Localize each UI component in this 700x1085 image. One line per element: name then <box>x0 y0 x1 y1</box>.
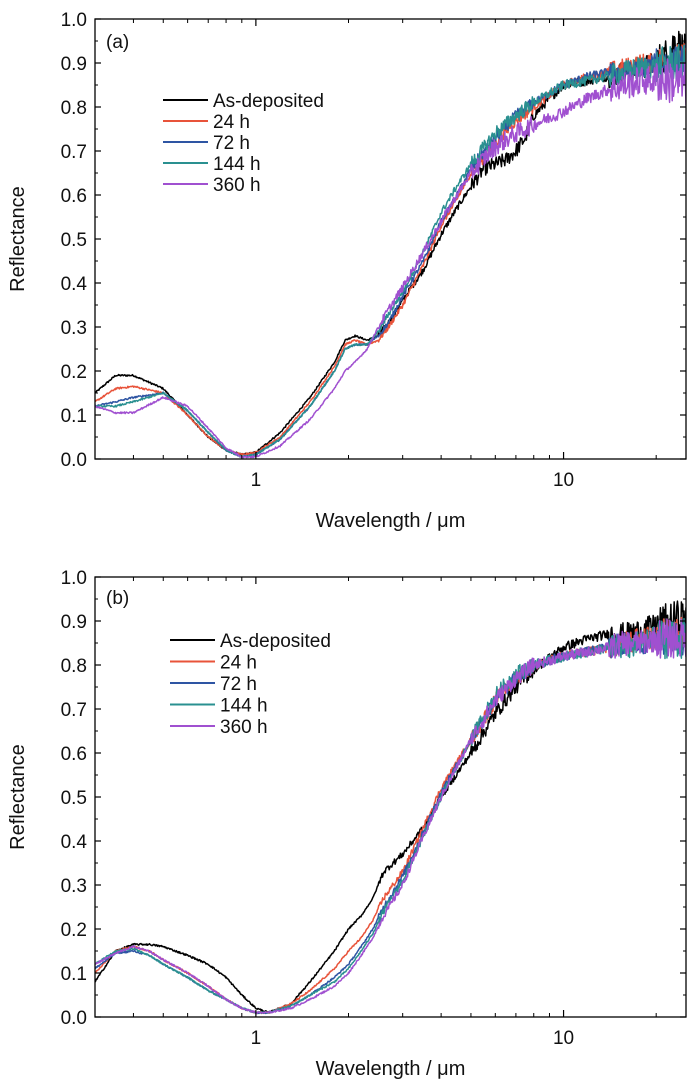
series-line-72-h <box>95 43 686 458</box>
series-lines <box>95 600 686 1015</box>
y-tick-label: 0.2 <box>61 920 87 941</box>
series-line-as-deposited <box>95 600 686 1014</box>
plot-frame <box>94 18 687 460</box>
x-axis-label: Wavelength / μm <box>316 1058 466 1080</box>
legend-label: As-deposited <box>220 631 331 652</box>
y-tick-label: 0.7 <box>61 142 87 163</box>
series-lines <box>95 30 686 459</box>
y-tick-label: 1.0 <box>61 10 87 31</box>
legend-label: 360 h <box>213 175 261 196</box>
y-tick-label: 0.1 <box>61 406 87 427</box>
panel-label: (a) <box>106 32 129 53</box>
y-axis-label: Reflectance <box>7 186 29 292</box>
y-tick-label: 0.8 <box>61 98 87 119</box>
y-tick-label: 0.9 <box>61 612 87 633</box>
legend-label: 72 h <box>213 133 250 154</box>
legend-label: 144 h <box>220 696 268 717</box>
y-tick-label: 0.8 <box>61 656 87 677</box>
legend-label: As-deposited <box>213 91 324 112</box>
series-line-144-h <box>95 43 686 459</box>
y-tick-label: 1.0 <box>61 568 87 589</box>
x-tick-label: 1 <box>251 1028 262 1049</box>
y-tick-label: 0.1 <box>61 964 87 985</box>
chart-panel-a: 0.0 0.1 0.2 0.3 0.4 0.5 0.6 0.7 0.8 0.9 1.0 1 10 Wave… <box>7 10 687 532</box>
y-tick-label: 0.9 <box>61 54 87 75</box>
x-tick-label: 10 <box>553 1028 574 1049</box>
plot-frame <box>94 576 687 1018</box>
y-tick-label: 0.3 <box>61 876 87 897</box>
y-tick-label: 0.2 <box>61 362 87 383</box>
series-line-24-h <box>95 43 686 456</box>
legend-label: 360 h <box>220 717 268 738</box>
y-tick-label: 0.6 <box>61 744 87 765</box>
y-tick-label: 0.0 <box>61 450 87 471</box>
y-tick-label: 0.4 <box>61 832 88 853</box>
panel-label: (b) <box>106 588 129 609</box>
legend-label: 72 h <box>220 674 257 695</box>
y-axis-label: Reflectance <box>7 744 29 850</box>
y-tick-label: 0.5 <box>61 230 87 251</box>
series-line-360-h <box>95 618 686 1015</box>
y-tick-label: 0.6 <box>61 186 87 207</box>
y-tick-label: 0.7 <box>61 700 87 721</box>
x-tick-label: 1 <box>251 470 262 491</box>
legend-label: 24 h <box>213 112 250 133</box>
series-line-360-h <box>95 58 686 459</box>
y-tick-label: 0.0 <box>61 1008 87 1029</box>
chart-panel-b: 0.0 0.1 0.2 0.3 0.4 0.5 0.6 0.7 0.8 0.9 1.0 1 10 Wave… <box>7 568 687 1080</box>
legend-label: 24 h <box>220 653 257 674</box>
y-tick-label: 0.5 <box>61 788 87 809</box>
x-tick-label: 10 <box>553 470 574 491</box>
y-tick-label: 0.4 <box>61 274 88 295</box>
x-axis-label: Wavelength / μm <box>316 510 466 532</box>
y-tick-label: 0.3 <box>61 318 87 339</box>
legend-label: 144 h <box>213 154 261 175</box>
